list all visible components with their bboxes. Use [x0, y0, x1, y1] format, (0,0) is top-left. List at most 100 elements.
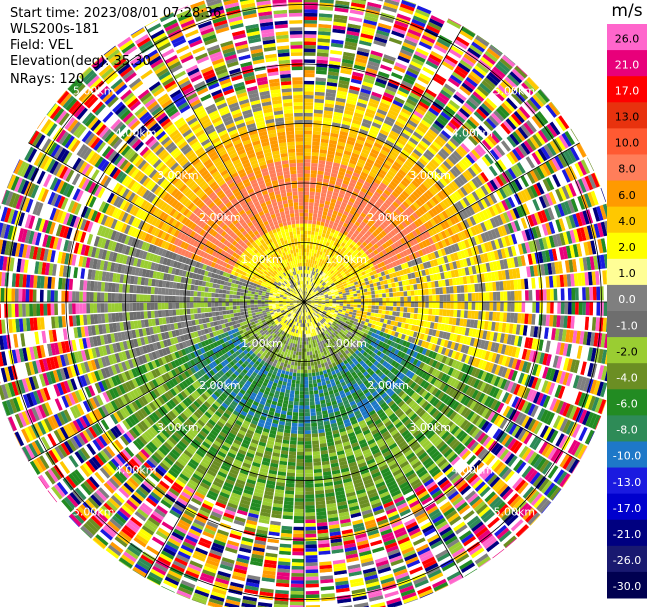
velocity-gate	[439, 177, 448, 187]
velocity-gate	[314, 91, 325, 96]
velocity-gate	[408, 232, 415, 239]
velocity-gate	[358, 132, 367, 139]
velocity-gate	[307, 284, 309, 289]
velocity-gate	[474, 65, 487, 77]
velocity-gate	[325, 234, 330, 239]
velocity-gate	[402, 285, 407, 291]
velocity-gate	[507, 196, 516, 208]
velocity-gate	[395, 225, 402, 233]
velocity-gate	[343, 150, 352, 156]
velocity-gate	[304, 173, 310, 178]
velocity-gate	[310, 297, 314, 300]
velocity-gate	[503, 100, 516, 112]
velocity-gate	[309, 202, 314, 207]
velocity-gate	[576, 143, 587, 158]
velocity-gate	[425, 302, 429, 308]
velocity-gate	[427, 146, 437, 156]
velocity-gate	[304, 9, 318, 14]
velocity-gate	[471, 191, 480, 201]
velocity-gate	[444, 238, 451, 247]
velocity-gate	[388, 223, 396, 230]
velocity-gate	[370, 245, 376, 252]
velocity-gate	[532, 302, 536, 313]
velocity-gate	[306, 292, 309, 296]
velocity-gate	[389, 75, 402, 83]
velocity-gate	[422, 66, 435, 76]
velocity-gate	[372, 43, 386, 51]
velocity-gate	[401, 0, 417, 8]
velocity-gate	[435, 168, 444, 177]
velocity-gate	[432, 122, 443, 132]
velocity-gate	[310, 256, 314, 260]
velocity-gate	[433, 156, 442, 165]
velocity-gate	[338, 208, 345, 214]
velocity-gate	[325, 242, 330, 247]
velocity-gate	[463, 219, 470, 229]
velocity-gate	[467, 47, 481, 59]
velocity-gate	[486, 219, 494, 230]
velocity-gate	[468, 293, 472, 301]
velocity-gate	[495, 107, 508, 120]
velocity-gate	[367, 294, 372, 299]
velocity-gate	[495, 144, 506, 156]
velocity-gate	[346, 304, 351, 307]
velocity-gate	[398, 6, 414, 15]
velocity-gate	[315, 81, 326, 86]
velocity-gate	[473, 146, 484, 158]
velocity-gate	[381, 192, 389, 199]
velocity-gate	[343, 297, 347, 300]
velocity-gate	[400, 179, 409, 188]
velocity-gate	[514, 290, 519, 301]
velocity-gate	[358, 238, 365, 244]
velocity-gate	[463, 53, 477, 65]
velocity-gate	[389, 150, 399, 158]
velocity-gate	[453, 294, 458, 302]
velocity-gate	[315, 246, 319, 251]
velocity-gate	[345, 103, 356, 109]
velocity-gate	[443, 25, 458, 36]
velocity-gate	[376, 0, 383, 2]
velocity-gate	[452, 116, 463, 126]
velocity-gate	[393, 297, 397, 302]
velocity-gate	[358, 272, 363, 277]
velocity-gate	[353, 115, 363, 122]
velocity-gate	[349, 294, 354, 297]
velocity-gate	[436, 117, 447, 127]
velocity-gate	[405, 143, 415, 152]
velocity-gate	[478, 158, 488, 169]
velocity-gate	[367, 1, 382, 9]
velocity-gate	[327, 212, 333, 217]
velocity-gate	[402, 211, 409, 219]
velocity-gate	[362, 81, 374, 88]
velocity-gate	[369, 271, 374, 276]
velocity-gate	[361, 302, 365, 305]
velocity-gate	[489, 217, 497, 228]
velocity-gate	[480, 198, 488, 209]
velocity-gate	[449, 216, 457, 225]
velocity-gate	[335, 260, 340, 265]
velocity-gate	[386, 302, 390, 306]
velocity-gate	[417, 76, 430, 85]
velocity-gate	[353, 145, 362, 152]
velocity-gate	[360, 229, 366, 236]
velocity-gate	[340, 270, 345, 275]
velocity-gate	[462, 26, 476, 35]
velocity-gate	[350, 2, 366, 9]
velocity-gate	[379, 102, 390, 110]
velocity-gate	[364, 12, 379, 19]
velocity-gate	[336, 303, 340, 306]
velocity-gate	[430, 15, 445, 25]
velocity-gate	[460, 230, 467, 240]
velocity-gate	[461, 56, 475, 67]
velocity-gate	[330, 252, 335, 257]
velocity-gate	[465, 137, 476, 149]
velocity-gate	[396, 117, 407, 126]
velocity-gate	[418, 122, 429, 131]
velocity-gate	[509, 71, 523, 84]
velocity-gate	[442, 145, 452, 155]
velocity-gate	[394, 198, 402, 206]
velocity-gate	[442, 199, 451, 208]
velocity-gate	[312, 216, 317, 221]
velocity-gate	[404, 262, 409, 269]
velocity-gate	[304, 37, 317, 42]
